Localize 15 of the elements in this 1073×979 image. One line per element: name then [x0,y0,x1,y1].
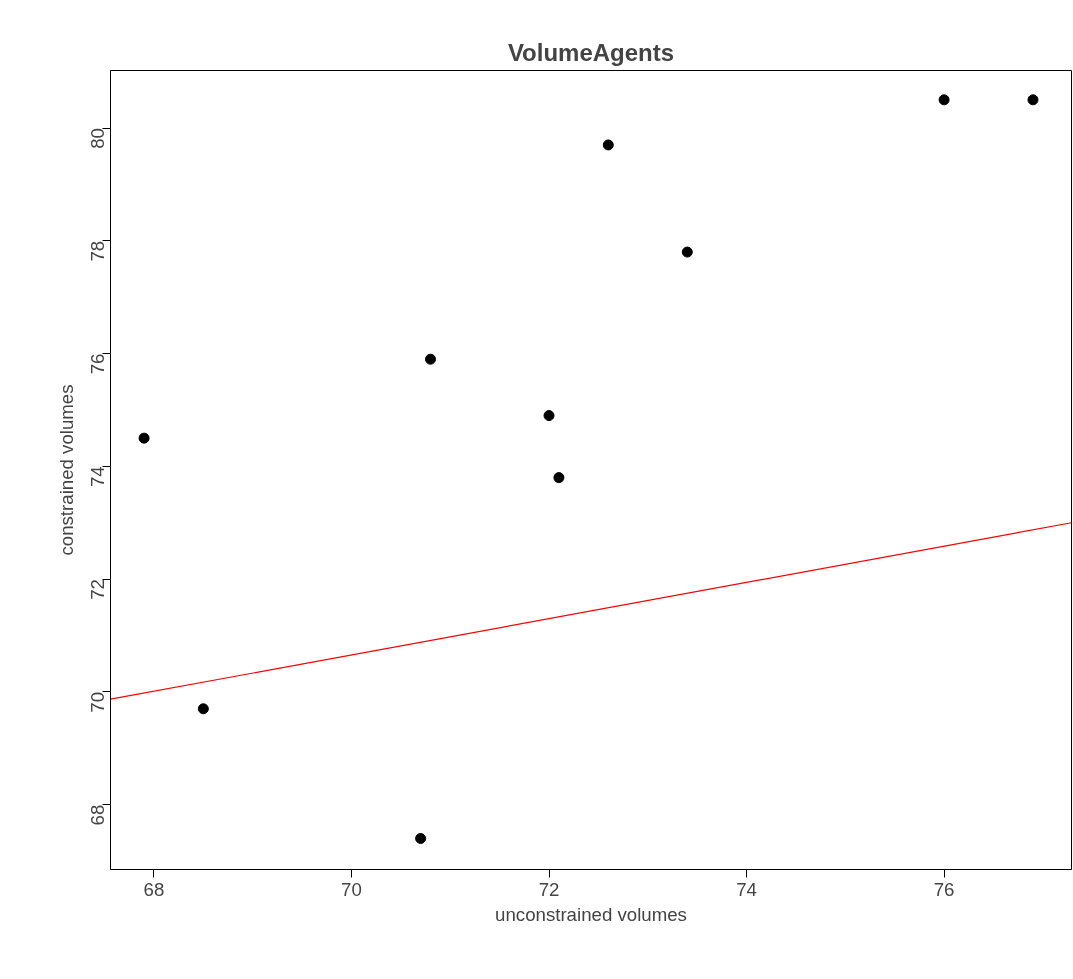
x-tick-label: 68 [143,878,165,900]
x-tick-label: 70 [341,878,362,900]
y-tick-label: 72 [87,579,108,600]
y-tick-label: 70 [87,691,108,713]
y-tick-label: 74 [87,466,108,488]
chart-title: VolumeAgents [507,38,675,66]
y-axis-title: constrained volumes [55,384,77,556]
y-tick-label: 78 [87,240,108,262]
y-tick-label: 68 [87,804,108,826]
y-tick-label: 80 [87,128,108,149]
x-tick-label: 72 [538,878,560,900]
x-axis-title: unconstrained volumes [495,903,687,925]
x-tick-label: 76 [933,878,955,900]
y-tick-label: 76 [87,353,108,375]
x-tick-label: 74 [736,878,757,900]
